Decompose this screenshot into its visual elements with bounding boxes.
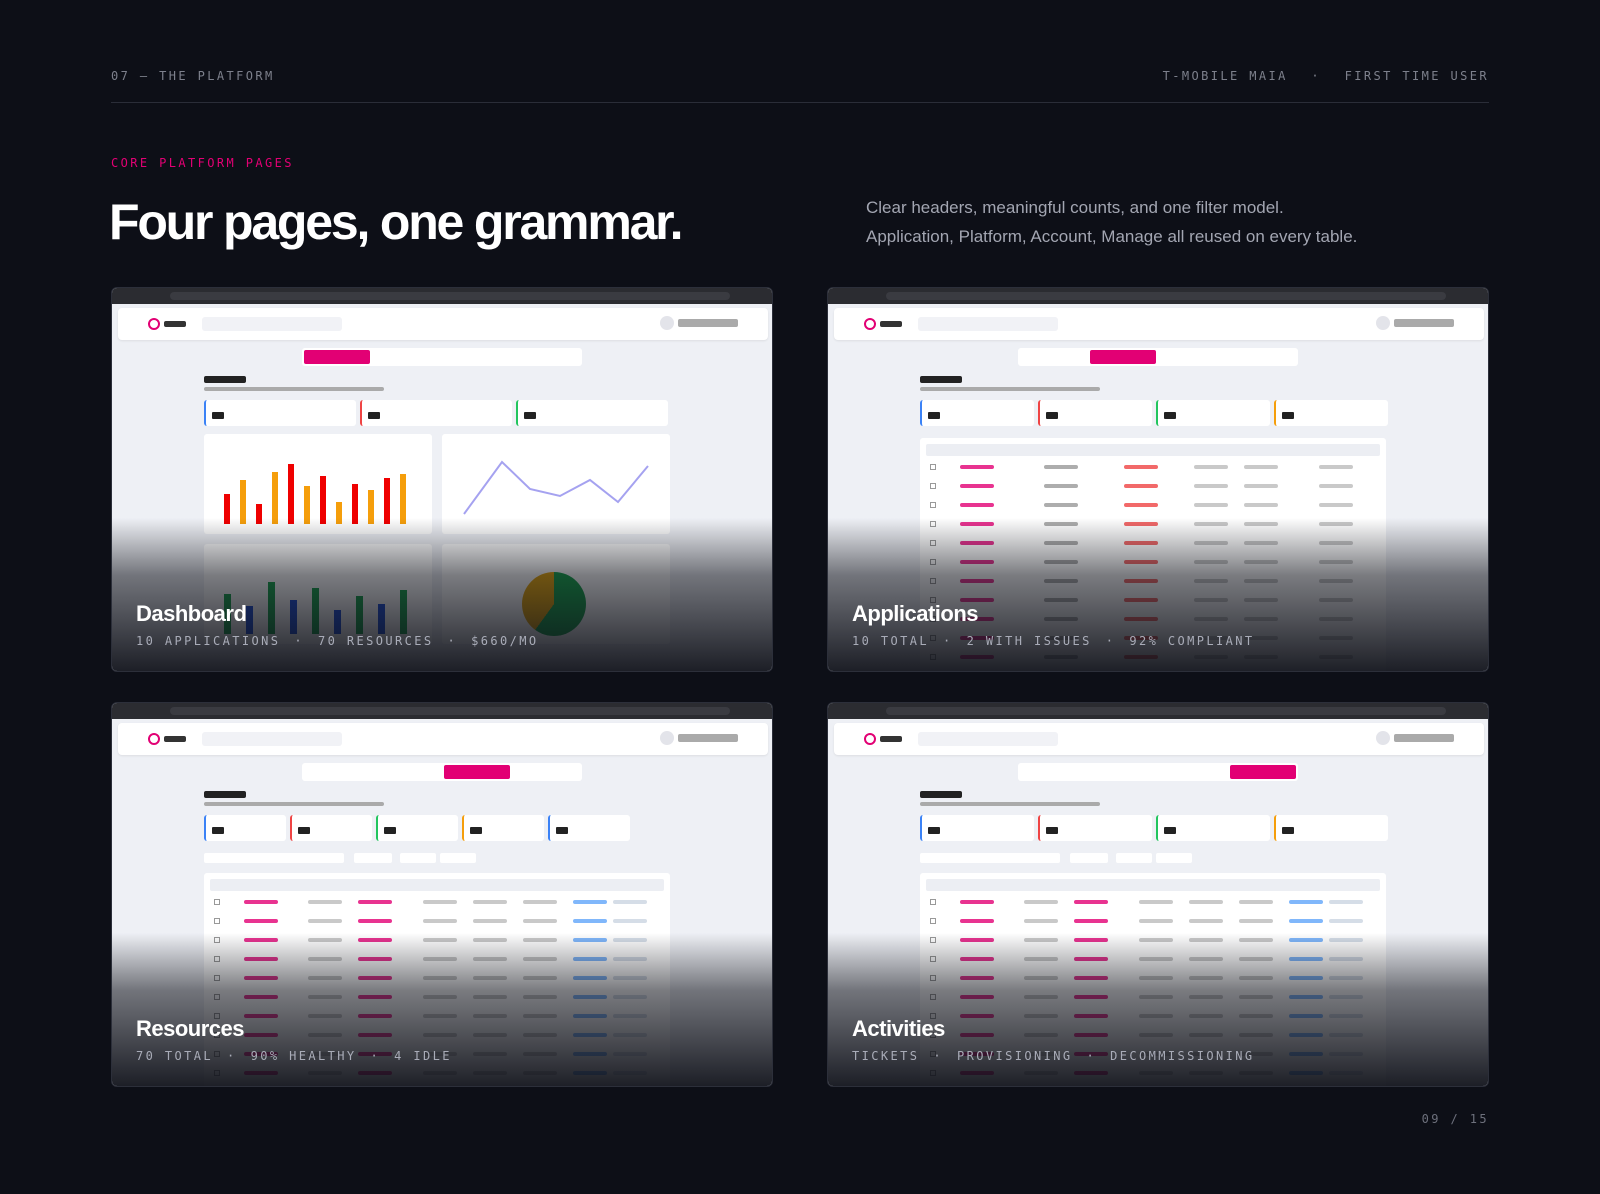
card-title: Applications (852, 601, 979, 626)
product-label: T-MOBILE MAIA (1162, 69, 1288, 83)
card-meta: TICKETS · PROVISIONING · DECOMMISSIONING (852, 1049, 1269, 1063)
audience-label: FIRST TIME USER (1344, 69, 1489, 83)
separator: · (1086, 1049, 1097, 1063)
pagination: 09 / 15 (1421, 1112, 1489, 1126)
meta-item: 92% COMPLIANT (1129, 634, 1255, 648)
card-meta: 70 TOTAL · 90% HEALTHY · 4 IDLE (136, 1049, 466, 1063)
description: Clear headers, meaningful counts, and on… (866, 193, 1357, 251)
meta-item: 4 IDLE (394, 1049, 452, 1063)
card-meta: 10 TOTAL · 2 WITH ISSUES · 92% COMPLIANT (852, 634, 1269, 648)
top-right: T-MOBILE MAIA · FIRST TIME USER (1149, 69, 1489, 83)
divider (111, 102, 1489, 103)
meta-item: 70 TOTAL (136, 1049, 213, 1063)
separator: · (227, 1049, 237, 1063)
card-overlay (828, 703, 1488, 1086)
meta-item: PROVISIONING (957, 1049, 1073, 1063)
card-overlay (828, 288, 1488, 671)
meta-item: TICKETS (852, 1049, 920, 1063)
separator: · (447, 634, 458, 648)
card-title: Dashboard (136, 601, 247, 626)
meta-item: 90% HEALTHY (250, 1049, 357, 1063)
card-overlay (112, 703, 772, 1086)
meta-item: 70 RESOURCES (318, 634, 434, 648)
separator: · (370, 1049, 381, 1063)
meta-item: DECOMMISSIONING (1110, 1049, 1255, 1063)
card-title: Resources (136, 1016, 245, 1041)
top-bar: 07 — THE PLATFORM T-MOBILE MAIA · FIRST … (111, 69, 1489, 83)
meta-item: 2 WITH ISSUES (966, 634, 1092, 648)
card-meta: 10 APPLICATIONS · 70 RESOURCES · $660/MO (136, 634, 553, 648)
separator: · (294, 634, 304, 648)
separator: · (1311, 69, 1321, 83)
separator: · (1105, 634, 1116, 648)
headline: Four pages, one grammar. (109, 194, 684, 250)
separator: · (943, 634, 953, 648)
meta-item: $660/MO (471, 634, 539, 648)
kicker: CORE PLATFORM PAGES (111, 156, 294, 170)
screenshot-card: Dashboard 10 APPLICATIONS · 70 RESOURCES · $6… (111, 287, 773, 672)
meta-item: 10 APPLICATIONS (136, 634, 281, 648)
screenshot-card: Applications 10 TOTAL · 2 WITH ISSUES · 92% C… (827, 287, 1489, 672)
section-label: 07 — THE PLATFORM (111, 69, 275, 83)
description-line: Application, Platform, Account, Manage a… (866, 227, 1358, 246)
screenshot-card: Resources 70 TOTAL · 90% HEALTHY · 4 IDLE (111, 702, 773, 1087)
card-overlay (112, 288, 772, 671)
meta-item: 10 TOTAL (852, 634, 929, 648)
description-line: Clear headers, meaningful counts, and on… (866, 198, 1284, 217)
separator: · (933, 1049, 943, 1063)
card-title: Activities (852, 1016, 945, 1041)
screenshot-card: Activities TICKETS · PROVISIONING · DECOMMISS… (827, 702, 1489, 1087)
